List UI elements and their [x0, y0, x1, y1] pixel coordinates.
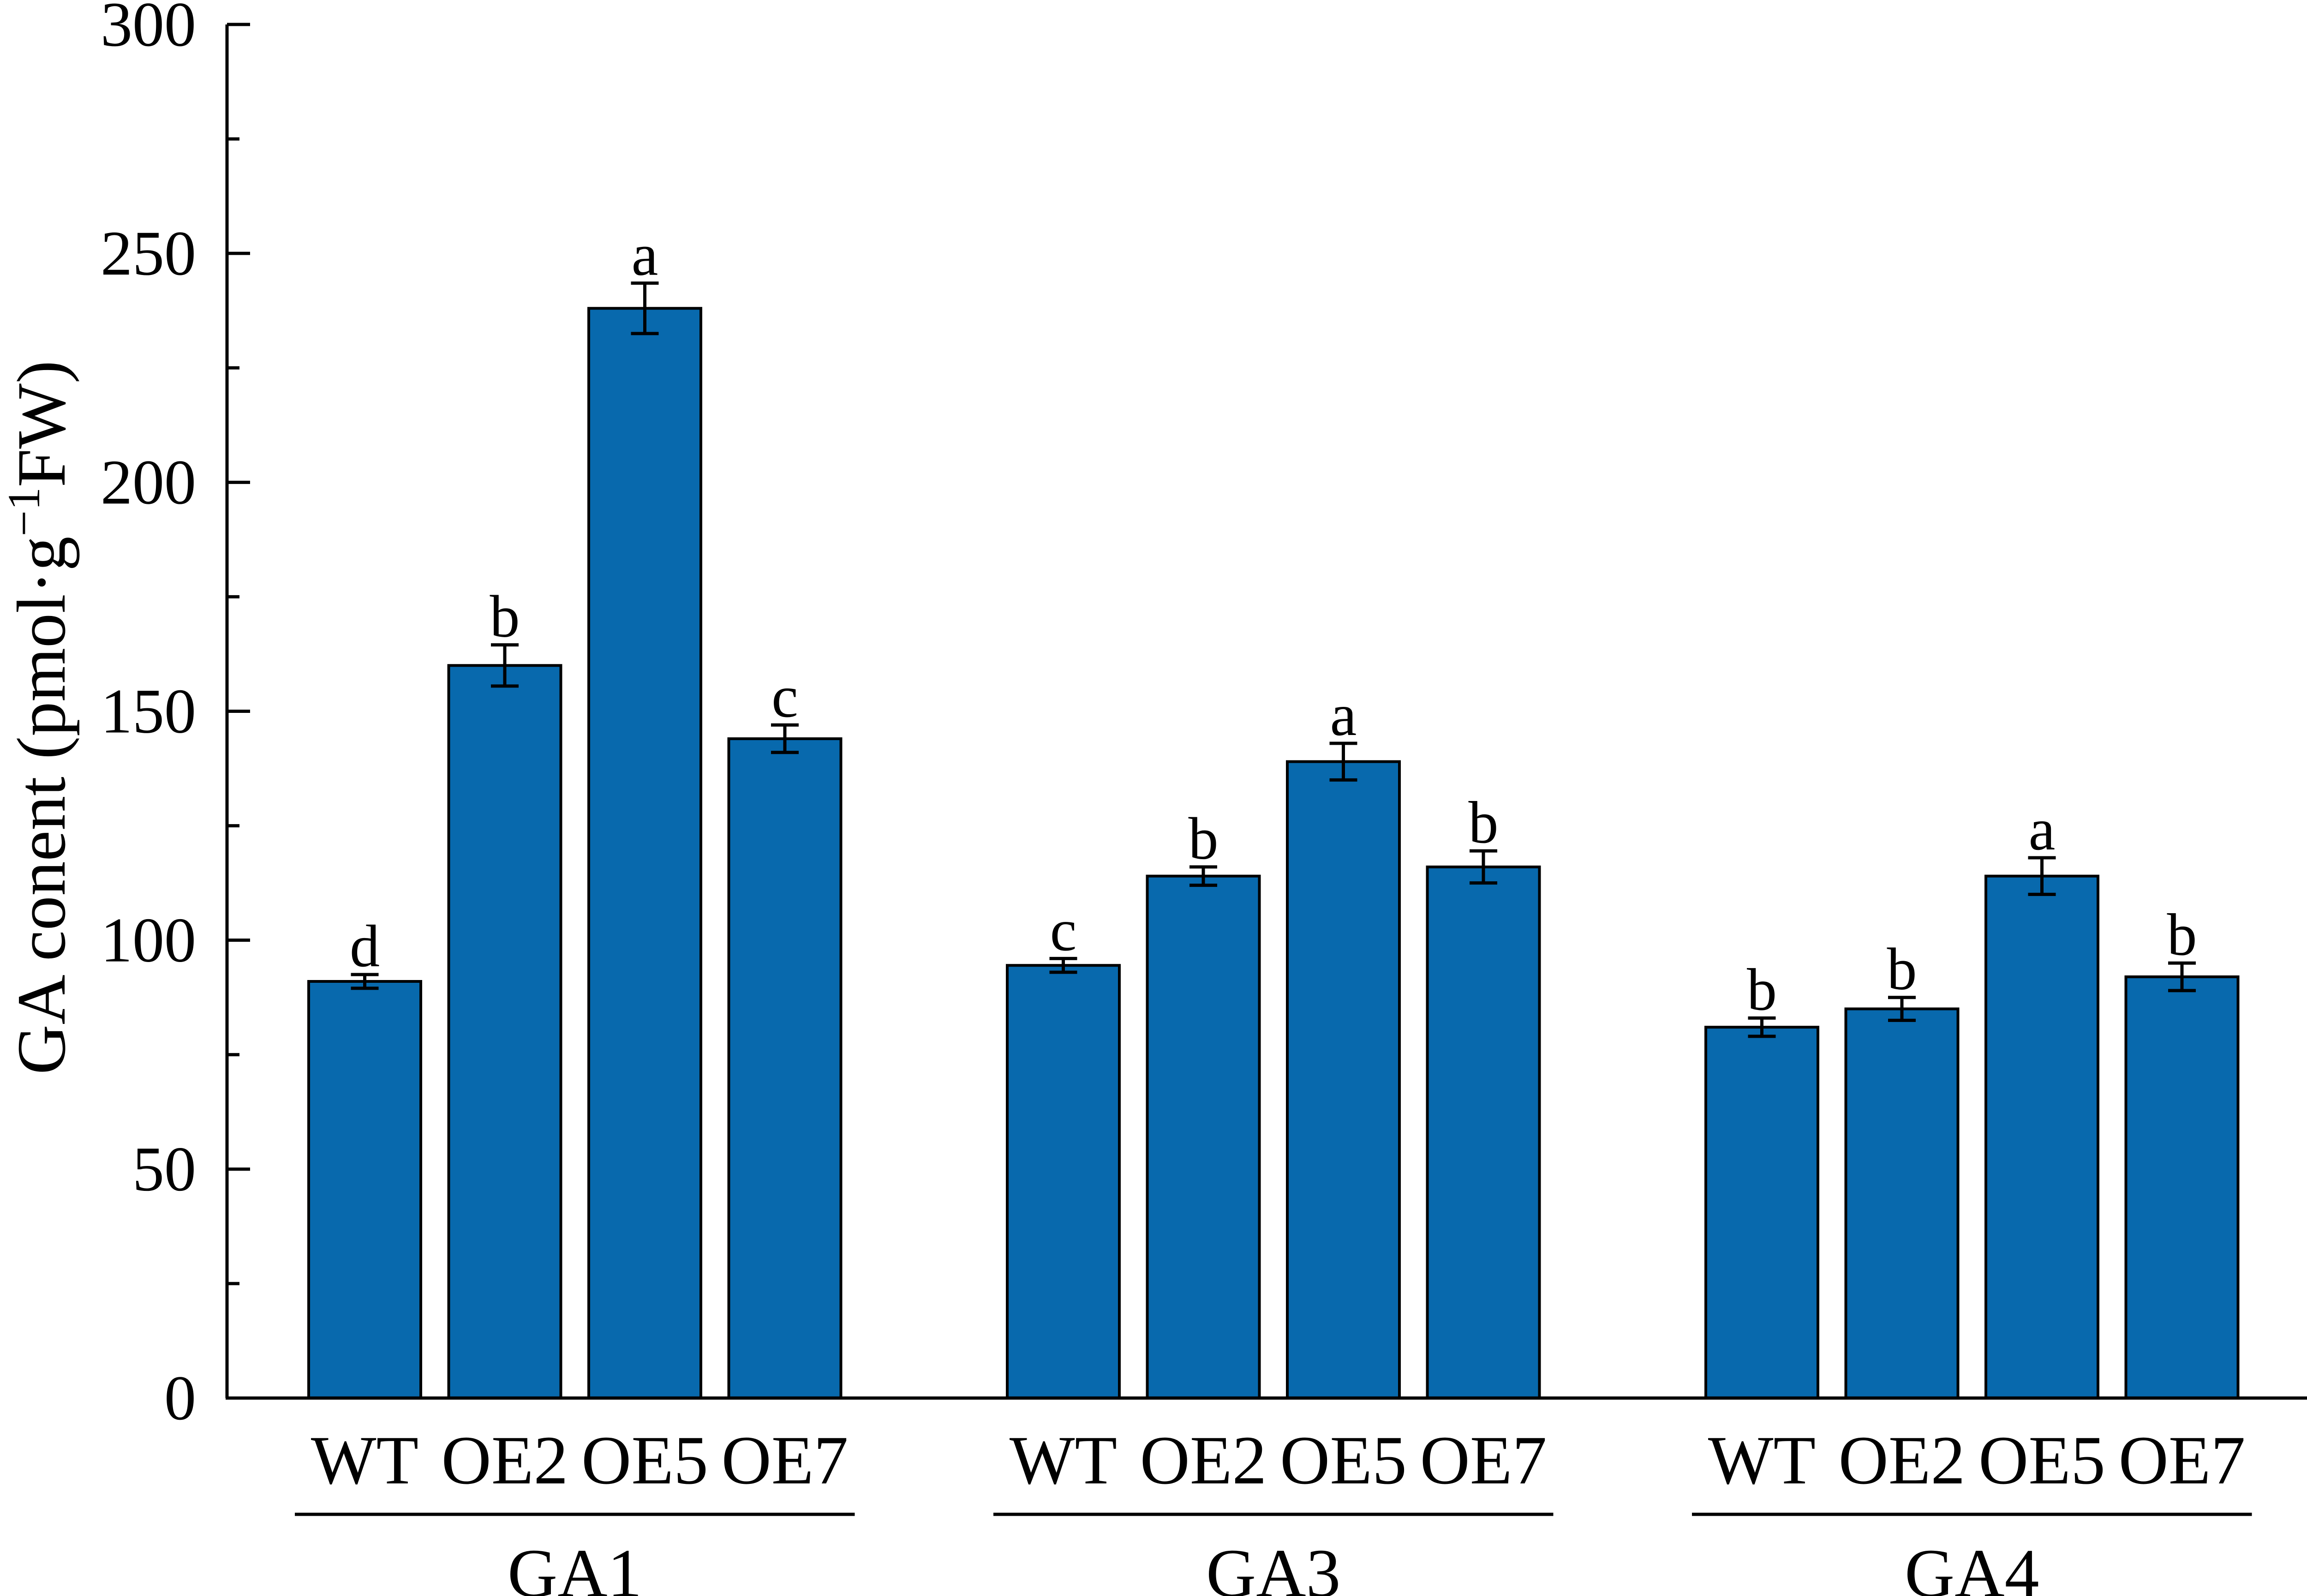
x-category-label: OE5: [1978, 1422, 2105, 1499]
y-tick-label: 100: [101, 905, 196, 975]
significance-letter: b: [1469, 789, 1499, 856]
bar: [447, 664, 562, 1399]
x-category-label: WT: [1010, 1422, 1117, 1499]
x-category-label: OE5: [581, 1422, 708, 1499]
y-tick-label: 50: [132, 1134, 196, 1204]
bar: [1704, 1026, 1819, 1399]
bar: [1844, 1007, 1960, 1399]
x-category-label: OE5: [1280, 1422, 1407, 1499]
bar: [1426, 865, 1541, 1399]
bars: d b a c c b a b b b a b: [307, 222, 2240, 1400]
x-category-label: OE7: [722, 1422, 849, 1499]
x-category-label: OE7: [1420, 1422, 1547, 1499]
bar: [1984, 874, 2099, 1399]
bar: [1286, 760, 1401, 1399]
significance-letter: a: [1330, 682, 1357, 748]
y-axis: 0 50 100 150 200 250 300: [101, 0, 250, 1433]
significance-letter: d: [350, 913, 380, 980]
x-category-label: OE7: [2119, 1422, 2246, 1499]
bar: [307, 980, 422, 1399]
x-category-label: OE2: [1839, 1422, 1966, 1499]
bar: [727, 737, 843, 1399]
group-label: GA3: [1206, 1535, 1341, 1596]
significance-letter: c: [1050, 897, 1077, 963]
significance-letter: a: [632, 222, 658, 288]
significance-letter: b: [1887, 936, 1917, 1003]
y-tick-label: 150: [101, 676, 196, 747]
significance-letter: c: [771, 664, 798, 730]
group-label: GA4: [1905, 1535, 2039, 1596]
y-axis-title: GA conent (pmol·g−1FW): [0, 360, 80, 1075]
x-category-label: OE2: [442, 1422, 568, 1499]
significance-letter: b: [490, 584, 520, 650]
significance-letter: b: [2167, 902, 2197, 968]
y-tick-label: 0: [164, 1363, 196, 1433]
x-category-label: WT: [311, 1422, 418, 1499]
bar: [1006, 964, 1121, 1400]
y-tick-label: 300: [101, 0, 196, 60]
bar: [2124, 975, 2240, 1399]
y-axis-title-tail: FW): [3, 360, 80, 487]
x-category-label: OE2: [1140, 1422, 1267, 1499]
significance-letter: b: [1189, 806, 1219, 872]
y-axis-title-superscript: −1: [0, 487, 49, 536]
y-tick-label: 200: [101, 447, 196, 517]
x-category-label: WT: [1708, 1422, 1816, 1499]
y-axis-title-main: GA conent (pmol·g: [3, 536, 80, 1074]
y-tick-label: 250: [101, 218, 196, 288]
significance-letter: b: [1747, 956, 1777, 1023]
bar: [587, 307, 702, 1400]
significance-letter: a: [2029, 796, 2056, 863]
group-label: GA1: [508, 1535, 642, 1596]
bar: [1146, 874, 1261, 1399]
